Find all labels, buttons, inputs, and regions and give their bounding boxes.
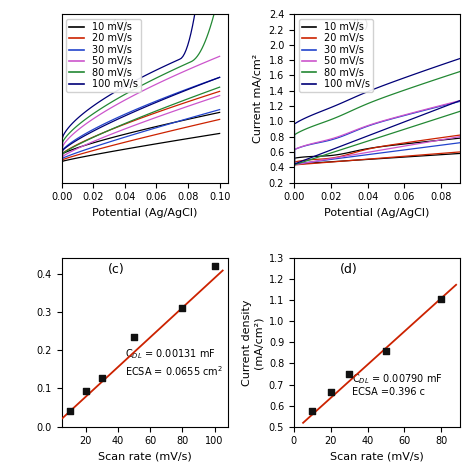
Text: (d): (d) [340,264,358,276]
Text: C$_{DL}$ = 0.00790 mF
ECSA =0.396 c: C$_{DL}$ = 0.00790 mF ECSA =0.396 c [352,372,443,397]
Y-axis label: Current mA/cm²: Current mA/cm² [253,54,263,143]
Point [211,262,219,270]
Text: (b): (b) [352,19,370,32]
Legend: 10 mV/s, 20 mV/s, 30 mV/s, 50 mV/s, 80 mV/s, 100 mV/s: 10 mV/s, 20 mV/s, 30 mV/s, 50 mV/s, 80 m… [66,19,141,92]
X-axis label: Potential (Ag/AgCl): Potential (Ag/AgCl) [92,208,197,218]
Point [327,388,335,396]
Point [179,304,186,312]
Y-axis label: Current density
(mA/cm²): Current density (mA/cm²) [242,299,263,386]
Text: (c): (c) [108,264,125,276]
X-axis label: Scan rate (mV/s): Scan rate (mV/s) [98,452,191,462]
Legend: 10 mV/s, 20 mV/s, 30 mV/s, 50 mV/s, 80 mV/s, 100 mV/s: 10 mV/s, 20 mV/s, 30 mV/s, 50 mV/s, 80 m… [299,19,373,92]
Point [309,407,316,415]
Point [130,333,138,340]
X-axis label: Potential (Ag/AgCl): Potential (Ag/AgCl) [324,208,429,218]
Point [438,295,445,303]
Text: (a): (a) [111,19,129,32]
Point [98,374,106,382]
Point [66,407,73,414]
X-axis label: Scan rate (mV/s): Scan rate (mV/s) [330,452,424,462]
Text: C$_{DL}$ = 0.00131 mF
ECSA = 0.0655 cm$^2$: C$_{DL}$ = 0.00131 mF ECSA = 0.0655 cm$^… [125,347,223,378]
Point [82,388,90,395]
Point [382,347,390,355]
Point [346,370,353,378]
